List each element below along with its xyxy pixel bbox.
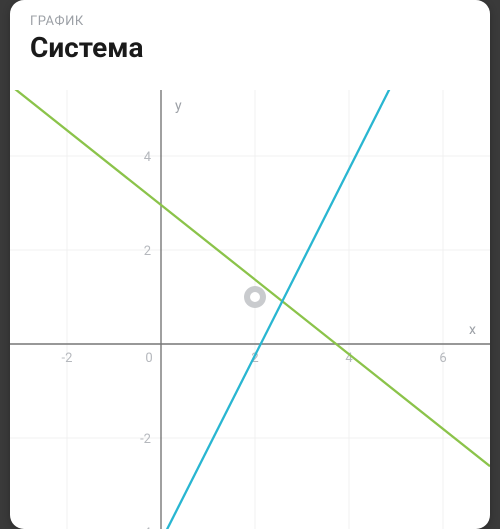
y-axis-label: y xyxy=(175,98,182,114)
y-tick-label: 4 xyxy=(144,150,152,165)
card-header: ГРАФИК Система xyxy=(10,0,490,70)
x-tick-label: -2 xyxy=(62,351,73,366)
line-green xyxy=(11,90,490,466)
x-tick-label: 6 xyxy=(439,351,446,366)
intersection-marker-core xyxy=(250,292,260,302)
card: ГРАФИК Система -20246-4-224yx xyxy=(10,0,490,529)
system-chart: -20246-4-224yx xyxy=(10,90,490,529)
page-title: Система xyxy=(30,31,470,64)
x-axis-label: x xyxy=(469,322,476,338)
y-tick-label: -2 xyxy=(140,432,151,447)
grid xyxy=(10,90,490,529)
eyebrow-label: ГРАФИК xyxy=(30,14,470,29)
chart-area: -20246-4-224yx xyxy=(10,90,490,529)
y-tick-label: 2 xyxy=(144,244,151,259)
x-tick-label: 0 xyxy=(145,351,152,366)
